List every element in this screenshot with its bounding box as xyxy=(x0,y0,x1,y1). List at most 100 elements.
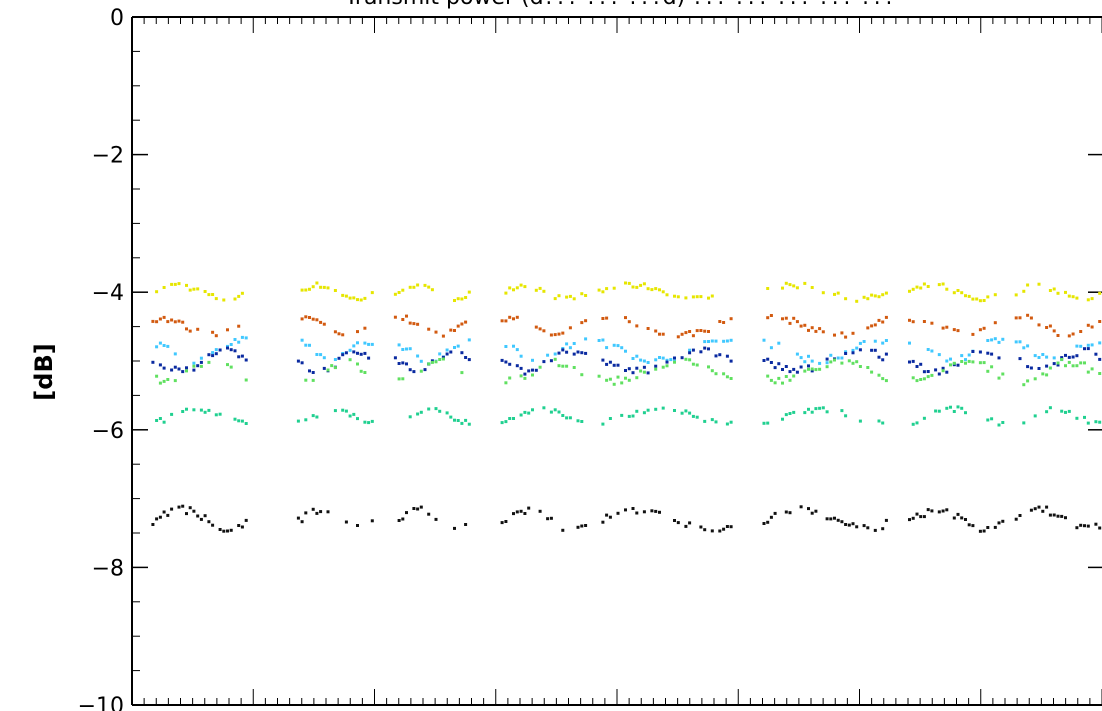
data-point xyxy=(460,351,464,355)
data-point xyxy=(1090,297,1094,301)
data-point xyxy=(333,409,337,413)
data-point xyxy=(356,341,359,345)
data-point xyxy=(866,366,870,369)
data-point xyxy=(642,359,646,363)
data-point xyxy=(1060,409,1064,413)
data-point xyxy=(915,421,919,425)
data-point xyxy=(370,291,374,295)
data-point xyxy=(1001,372,1005,376)
data-point xyxy=(624,316,627,320)
data-point xyxy=(308,316,311,319)
data-point xyxy=(858,341,862,345)
data-point xyxy=(911,320,915,324)
data-point xyxy=(218,528,222,531)
data-point xyxy=(627,367,631,371)
data-point xyxy=(769,378,773,382)
data-point xyxy=(608,417,612,420)
data-point xyxy=(911,359,915,363)
data-point xyxy=(356,351,359,355)
data-point xyxy=(807,407,810,411)
data-point xyxy=(964,358,967,362)
data-point xyxy=(665,293,669,297)
data-point xyxy=(915,512,919,516)
data-point xyxy=(419,369,423,373)
data-point xyxy=(416,507,420,511)
data-point xyxy=(986,351,990,355)
data-point xyxy=(1094,352,1098,356)
data-point xyxy=(557,332,561,336)
data-point xyxy=(627,320,631,324)
data-point xyxy=(601,290,605,294)
data-point xyxy=(240,525,244,529)
data-point xyxy=(680,411,684,415)
data-point xyxy=(792,374,796,378)
data-point xyxy=(188,329,192,333)
data-point xyxy=(568,326,572,330)
data-point xyxy=(608,377,612,381)
data-point xyxy=(952,361,956,365)
data-point xyxy=(397,362,401,365)
data-point xyxy=(1079,344,1083,348)
data-point xyxy=(729,338,733,342)
data-point xyxy=(725,354,729,358)
data-point xyxy=(527,411,531,415)
data-point xyxy=(873,528,877,532)
data-point xyxy=(218,412,222,416)
data-point xyxy=(237,419,241,423)
data-point xyxy=(1045,505,1049,509)
data-point xyxy=(315,415,319,419)
data-point xyxy=(330,364,334,368)
data-point xyxy=(1033,377,1037,381)
data-point xyxy=(240,419,244,423)
data-point xyxy=(162,379,166,383)
data-point xyxy=(635,511,639,515)
data-point xyxy=(915,379,919,383)
data-point xyxy=(818,327,822,331)
data-point xyxy=(866,326,870,330)
data-point xyxy=(956,405,960,409)
data-point xyxy=(322,322,326,326)
data-point xyxy=(722,339,726,343)
data-point xyxy=(515,348,519,352)
data-point xyxy=(608,515,612,519)
data-point xyxy=(605,378,609,382)
data-point xyxy=(930,321,934,325)
data-point xyxy=(937,409,941,413)
data-point xyxy=(997,340,1001,344)
data-point xyxy=(155,320,159,324)
data-point xyxy=(620,381,624,385)
data-point xyxy=(654,287,658,291)
data-point xyxy=(784,365,788,368)
data-point xyxy=(1018,340,1022,344)
data-point xyxy=(624,349,627,353)
data-point xyxy=(181,370,185,374)
data-point xyxy=(1064,410,1067,414)
data-point xyxy=(941,509,945,513)
data-point xyxy=(467,422,471,426)
data-point xyxy=(624,376,627,380)
data-point xyxy=(344,520,348,524)
data-point xyxy=(531,408,534,412)
data-point xyxy=(631,507,635,510)
data-point xyxy=(642,411,646,415)
data-point xyxy=(956,363,960,367)
data-point xyxy=(199,356,203,360)
data-point xyxy=(196,364,200,368)
data-point xyxy=(158,515,162,519)
data-point xyxy=(937,283,941,287)
data-point xyxy=(718,529,722,533)
chart-title: Transmit power (d??? ??? ???d) ??? ??? ?… xyxy=(344,0,896,10)
data-point xyxy=(151,523,155,526)
data-point xyxy=(1014,316,1018,320)
data-point xyxy=(464,418,468,422)
data-point xyxy=(523,512,527,515)
data-point xyxy=(170,412,174,416)
data-point xyxy=(922,282,926,286)
data-point xyxy=(930,509,934,513)
data-point xyxy=(825,361,829,365)
data-point xyxy=(934,368,938,372)
data-point xyxy=(419,505,423,509)
data-point xyxy=(844,335,848,339)
data-point xyxy=(401,288,405,292)
data-point xyxy=(1001,421,1005,424)
